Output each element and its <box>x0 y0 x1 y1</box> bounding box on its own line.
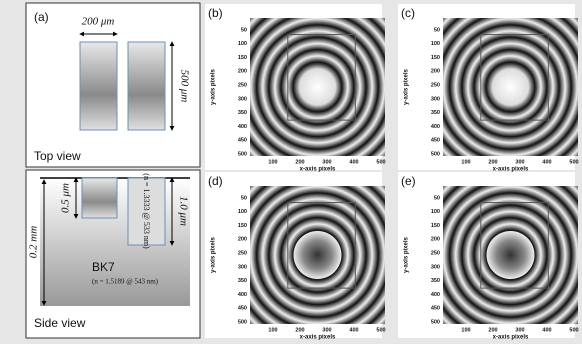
x-tick-label: 300 <box>515 327 524 333</box>
x-axis-label: x-axis pixels <box>300 167 336 173</box>
x-tick-label: 200 <box>488 327 497 333</box>
y-tick-label: 50 <box>241 27 247 33</box>
panel-label: (e) <box>401 174 416 188</box>
center-spot <box>294 63 342 111</box>
thickness-label: 0.2 mm <box>28 226 40 258</box>
y-tick-label: 300 <box>238 96 247 102</box>
x-tick-label: 300 <box>322 159 331 165</box>
x-tick-label: 200 <box>488 159 497 165</box>
height-label: 500 μm <box>178 70 190 103</box>
x-tick-label: 300 <box>322 327 331 333</box>
y-tick-label: 300 <box>238 264 247 270</box>
x-tick-label: 300 <box>515 159 524 165</box>
y-tick-label: 400 <box>238 292 247 298</box>
x-tick-label: 400 <box>542 327 551 333</box>
x-tick-label: 100 <box>268 159 277 165</box>
y-tick-label: 50 <box>434 195 440 201</box>
y-tick-label: 150 <box>431 223 440 229</box>
x-tick-label: 100 <box>461 327 470 333</box>
y-tick-label: 100 <box>431 209 440 215</box>
panel-label: (c) <box>401 6 415 20</box>
width-label: 200 μm <box>82 16 115 28</box>
x-tick-label: 400 <box>349 159 358 165</box>
y-tick-label: 100 <box>238 209 247 215</box>
center-spot <box>487 231 535 279</box>
x-tick-label: 500 <box>569 159 578 165</box>
y-tick-label: 200 <box>431 69 440 75</box>
figure: (a) 200 μm 500 μm Top view 0.5 μm (n = 1… <box>0 0 582 344</box>
y-axis-label: y-axis pixels <box>211 68 217 104</box>
y-tick-label: 350 <box>238 110 247 116</box>
y-tick-label: 250 <box>238 250 247 256</box>
y-tick-label: 450 <box>431 138 440 144</box>
x-tick-label: 100 <box>461 159 470 165</box>
y-tick-label: 250 <box>431 82 440 88</box>
y-tick-label: 250 <box>238 82 247 88</box>
y-tick-label: 100 <box>431 41 440 47</box>
y-tick-label: 200 <box>431 237 440 243</box>
depth-label: 0.5 μm <box>60 183 72 213</box>
length-label: 1.0 μm <box>177 196 189 226</box>
y-tick-label: 450 <box>431 306 440 312</box>
water-index: (n = 1.3333 @ 533 nm) <box>142 173 151 249</box>
x-tick-label: 100 <box>268 327 277 333</box>
x-tick-label: 200 <box>295 327 304 333</box>
x-tick-label: 500 <box>376 327 385 333</box>
center-spot <box>294 231 342 279</box>
x-axis-label: x-axis pixels <box>493 335 529 341</box>
y-tick-label: 500 <box>431 151 440 157</box>
substrate-label: BK7 <box>92 260 115 274</box>
y-tick-label: 150 <box>238 55 247 61</box>
y-tick-label: 150 <box>238 223 247 229</box>
y-tick-label: 450 <box>238 306 247 312</box>
panel-label: (d) <box>208 174 223 188</box>
x-axis-label: x-axis pixels <box>300 335 336 341</box>
y-tick-label: 200 <box>238 69 247 75</box>
y-tick-label: 350 <box>431 278 440 284</box>
y-tick-label: 400 <box>431 292 440 298</box>
caption: Top view <box>34 149 81 163</box>
y-tick-label: 400 <box>238 124 247 130</box>
y-tick-label: 450 <box>238 138 247 144</box>
x-tick-label: 500 <box>376 159 385 165</box>
caption: Side view <box>34 316 86 330</box>
panel-label: (a) <box>34 10 49 24</box>
well <box>82 178 117 218</box>
x-tick-label: 400 <box>349 327 358 333</box>
y-axis-label: y-axis pixels <box>404 236 410 272</box>
y-tick-label: 50 <box>434 27 440 33</box>
y-tick-label: 100 <box>238 41 247 47</box>
y-tick-label: 400 <box>431 124 440 130</box>
y-axis-label: y-axis pixels <box>404 68 410 104</box>
substrate-index: (n = 1.5189 @ 543 nm) <box>92 278 159 286</box>
x-tick-label: 500 <box>569 327 578 333</box>
y-tick-label: 500 <box>238 151 247 157</box>
y-tick-label: 350 <box>238 278 247 284</box>
y-tick-label: 300 <box>431 264 440 270</box>
y-tick-label: 150 <box>431 55 440 61</box>
y-axis-label: y-axis pixels <box>211 236 217 272</box>
panel-label: (b) <box>208 6 223 20</box>
y-tick-label: 50 <box>241 195 247 201</box>
y-tick-label: 250 <box>431 250 440 256</box>
y-tick-label: 500 <box>238 319 247 325</box>
x-tick-label: 400 <box>542 159 551 165</box>
y-tick-label: 200 <box>238 237 247 243</box>
channel <box>80 42 117 130</box>
x-axis-label: x-axis pixels <box>493 167 529 173</box>
channel <box>128 42 165 130</box>
x-tick-label: 200 <box>295 159 304 165</box>
y-tick-label: 300 <box>431 96 440 102</box>
y-tick-label: 350 <box>431 110 440 116</box>
y-tick-label: 500 <box>431 319 440 325</box>
center-spot <box>487 63 535 111</box>
